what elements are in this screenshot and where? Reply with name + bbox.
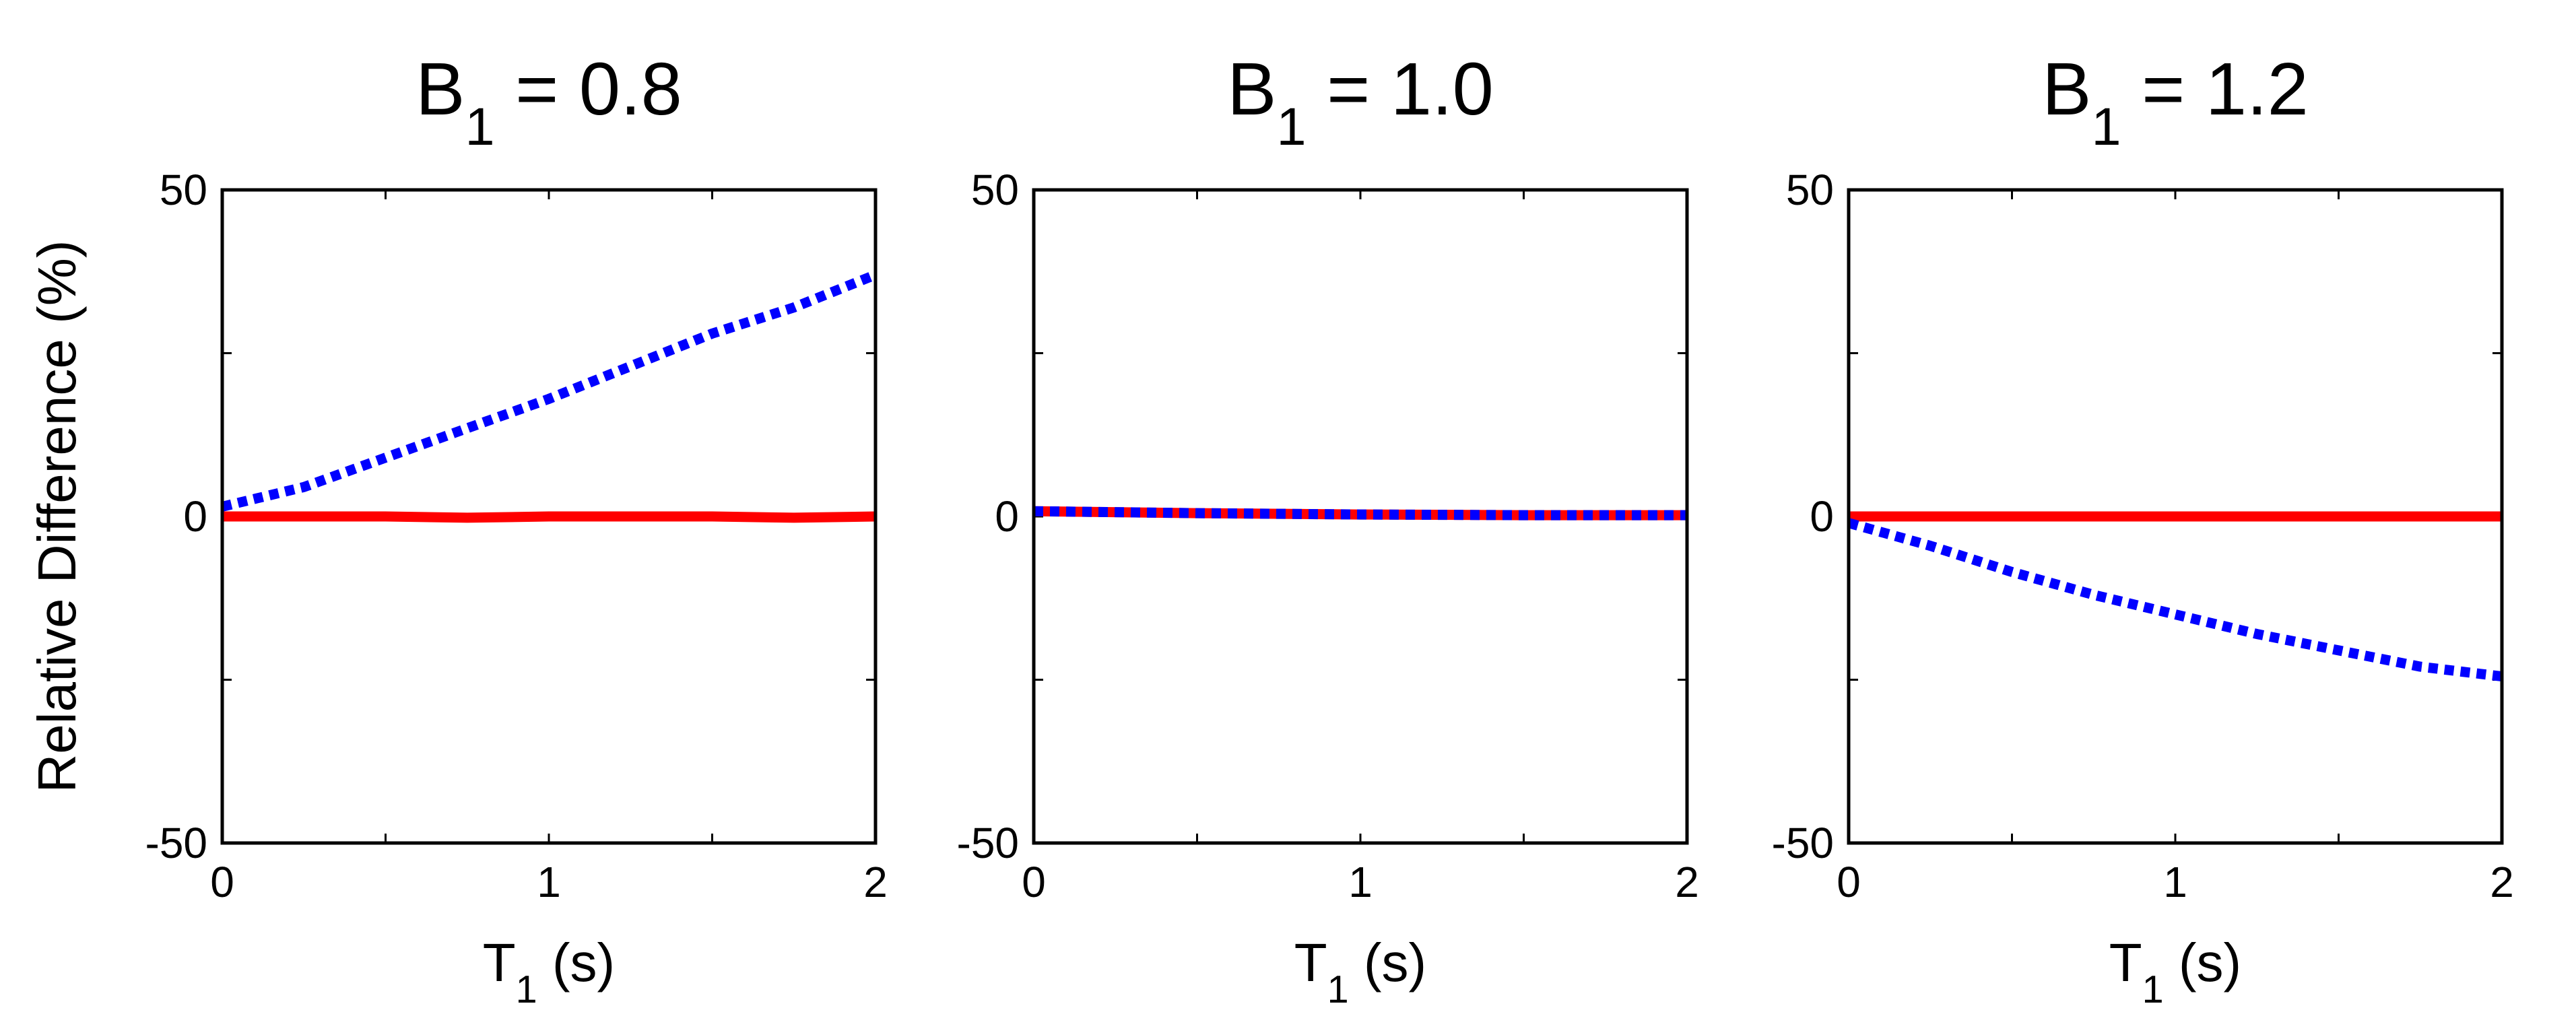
x-axis-label: T1 (s) <box>1294 933 1426 1010</box>
chart-title: B1 = 1.2 <box>2042 48 2309 156</box>
x-axis-label-subscript: 1 <box>516 968 537 1010</box>
x-tick-label: 1 <box>2163 858 2187 906</box>
chart-title: B1 = 1.0 <box>1227 48 1494 156</box>
y-tick-label: -50 <box>145 819 208 867</box>
chart-title: B1 = 0.8 <box>416 48 682 156</box>
x-tick-label: 2 <box>2490 858 2514 906</box>
plot-frame <box>1032 188 1689 845</box>
chart-title-subscript: 1 <box>465 96 495 156</box>
x-axis-label: T1 (s) <box>2109 933 2241 1010</box>
x-axis-label-subscript: 1 <box>2142 968 2164 1010</box>
series-line-red-solid <box>222 511 876 523</box>
y-tick-label: -50 <box>957 819 1020 867</box>
chart-title-subscript: 1 <box>2092 96 2121 156</box>
y-axis-label: Relative Difference (%) <box>27 240 87 793</box>
x-tick-label: 0 <box>1837 858 1861 906</box>
y-tick-label: 0 <box>1810 492 1834 541</box>
y-tick-label: 50 <box>1786 166 1834 214</box>
x-tick-label: 2 <box>863 858 888 906</box>
y-tick-label: -50 <box>1772 819 1835 867</box>
series-line-blue-dotted <box>1033 506 1687 520</box>
y-tick-label: 50 <box>971 166 1019 214</box>
y-tick-label: 50 <box>160 166 207 214</box>
chart-title-subscript: 1 <box>1277 96 1307 156</box>
x-tick-label: 1 <box>1348 858 1373 906</box>
series-line-blue-dotted <box>221 270 878 512</box>
plot-frame <box>1847 188 2504 845</box>
y-tick-label: 0 <box>183 492 207 541</box>
series-line-blue-dotted <box>1847 518 2503 682</box>
y-tick-label: 0 <box>995 492 1019 541</box>
x-tick-label: 1 <box>537 858 561 906</box>
x-tick-label: 0 <box>210 858 234 906</box>
x-axis-label-subscript: 1 <box>1327 968 1349 1010</box>
plot-frame <box>220 188 878 845</box>
x-tick-label: 0 <box>1022 858 1046 906</box>
x-tick-label: 2 <box>1675 858 1699 906</box>
x-axis-label: T1 (s) <box>483 933 615 1010</box>
